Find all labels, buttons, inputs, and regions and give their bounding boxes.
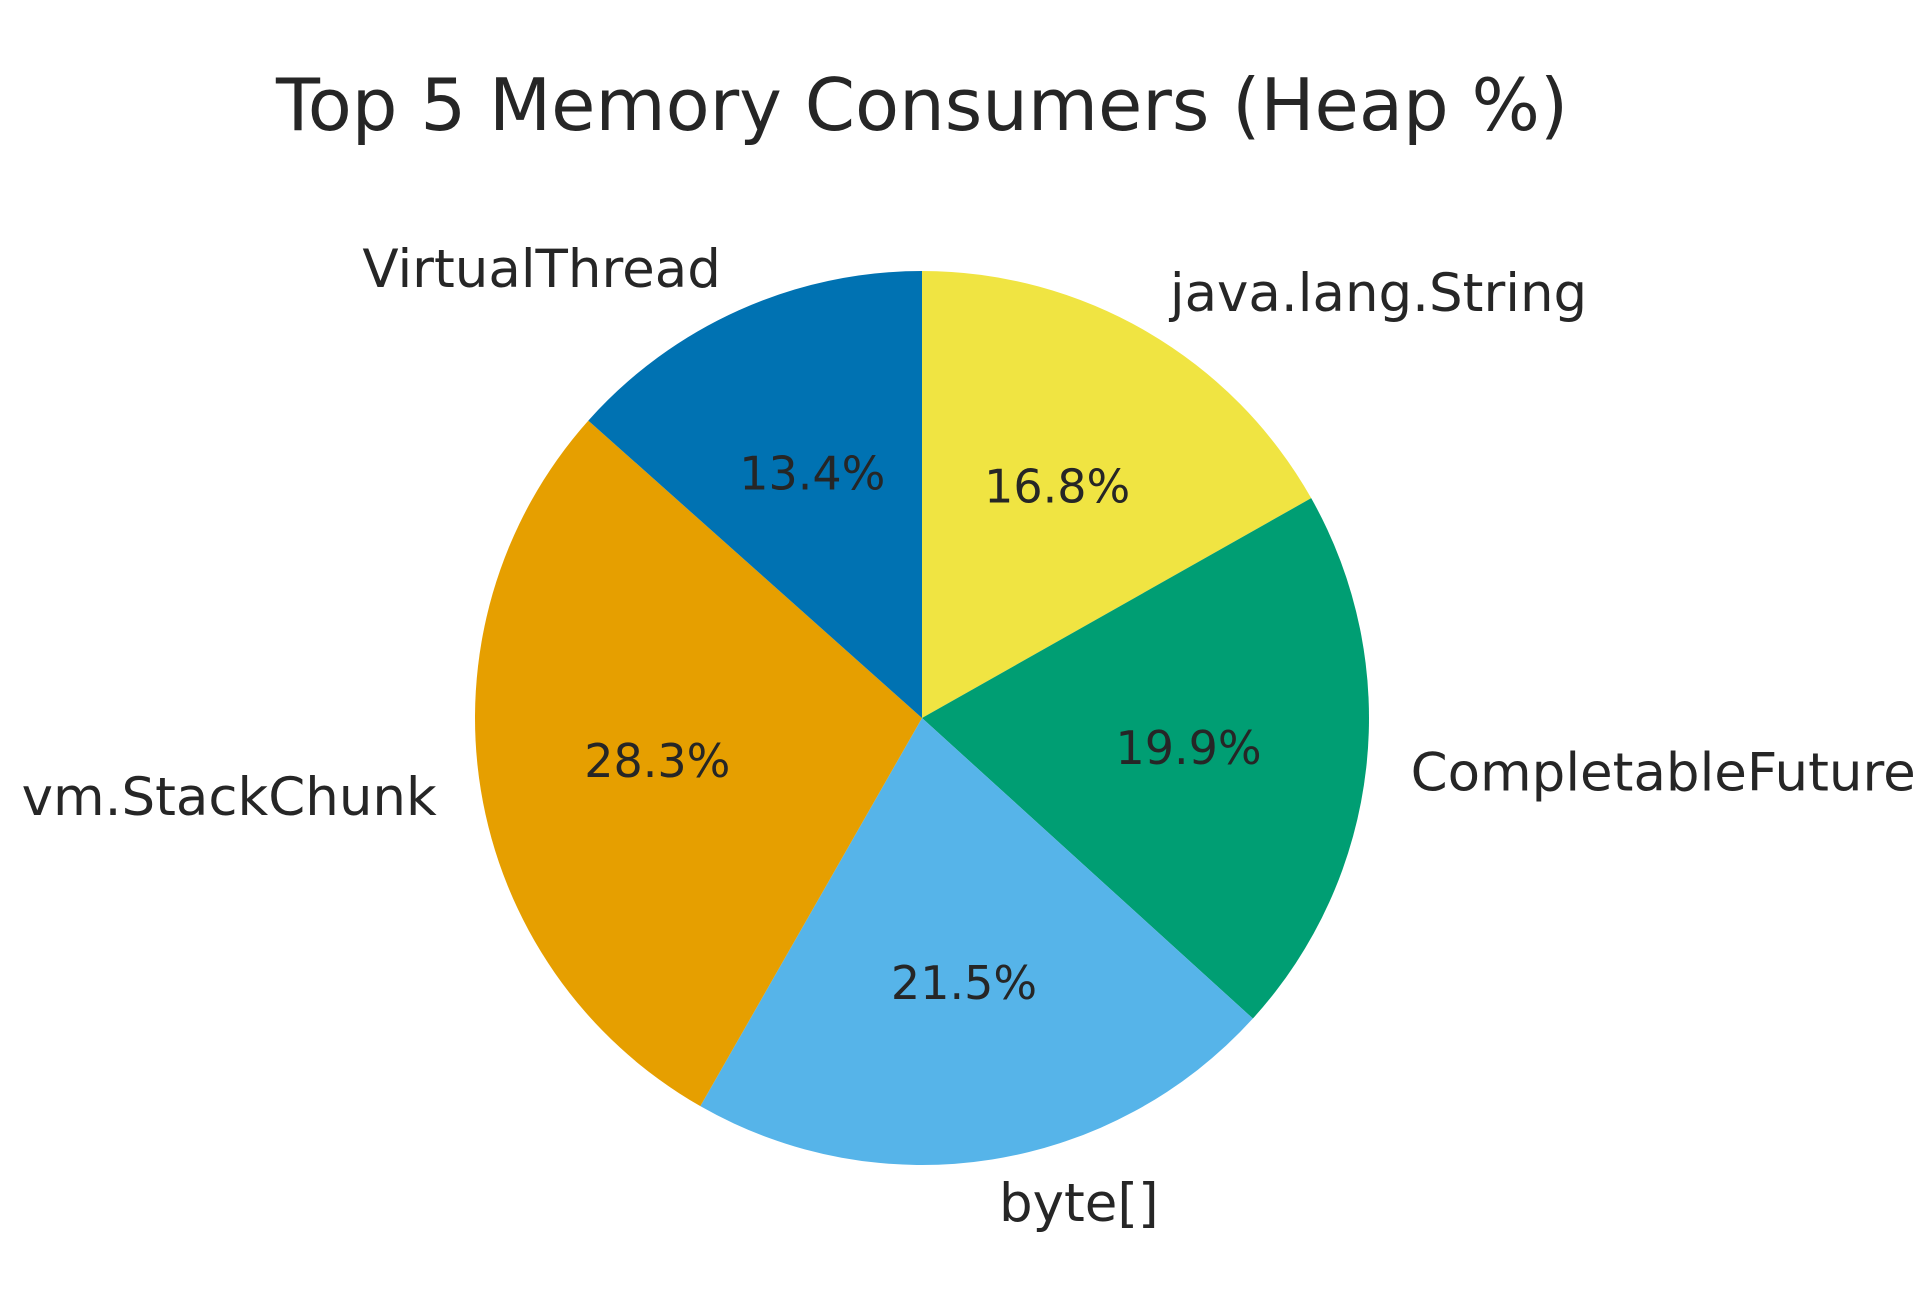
- pct-label-virtualthread: 13.4%: [739, 446, 885, 500]
- pct-label-vm-stackchunk: 28.3%: [584, 734, 730, 788]
- slice-label-virtualthread: VirtualThread: [362, 239, 721, 300]
- pct-label-completablefuture: 19.9%: [1115, 721, 1261, 775]
- pie-slices: [475, 271, 1369, 1165]
- chart-title: Top 5 Memory Consumers (Heap %): [275, 63, 1568, 147]
- slice-label-byte: byte[]: [999, 1173, 1159, 1234]
- pie-slice-completablefuture: [922, 498, 1369, 1019]
- pie-slice-byte: [700, 718, 1253, 1165]
- pie-labels: 16.8% java.lang.String 19.9% CompletableFut…: [22, 239, 1916, 1234]
- pie-slice-vm-stackchunk: [475, 420, 922, 1107]
- pie-slice-java-lang-string: [922, 271, 1312, 718]
- pct-label-java-lang-string: 16.8%: [984, 459, 1130, 513]
- slice-label-completablefuture: CompletableFuture: [1411, 742, 1916, 803]
- slice-label-java-lang-string: java.lang.String: [1169, 263, 1587, 324]
- slice-label-vm-stackchunk: vm.StackChunk: [22, 767, 437, 828]
- pct-label-byte: 21.5%: [891, 956, 1037, 1010]
- pie-slice-virtualthread: [588, 271, 922, 718]
